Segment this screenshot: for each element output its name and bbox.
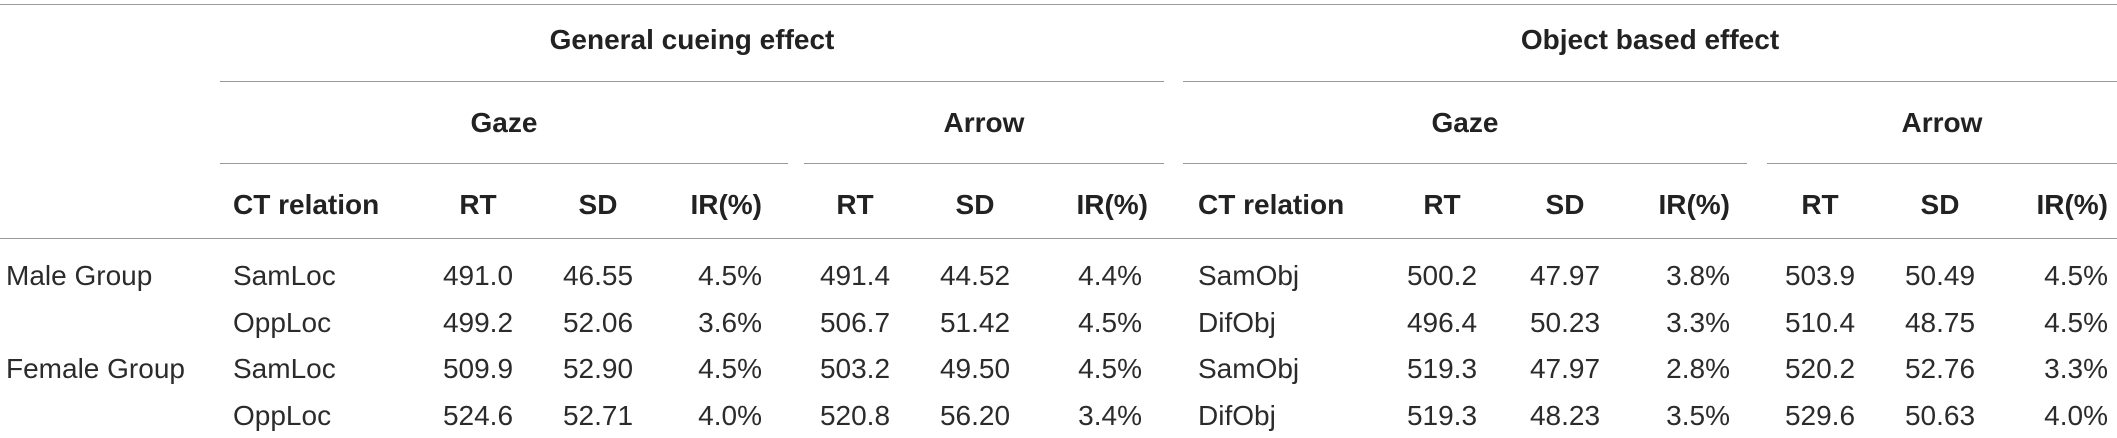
cell-ir: 3.8% xyxy=(1666,260,1730,291)
col-ir-general-gaze: IR(%) xyxy=(690,189,762,220)
cell-ir: 3.3% xyxy=(1666,307,1730,338)
cell-rt: 499.2 xyxy=(442,307,514,338)
cell-sd: 56.20 xyxy=(939,400,1011,431)
cell-ct-relation: DifObj xyxy=(1198,400,1276,431)
cell-rt: 503.9 xyxy=(1784,260,1856,291)
row-group-label: Male Group xyxy=(6,260,153,291)
general-gaze-header: Gaze xyxy=(470,107,538,138)
cell-rt: 524.6 xyxy=(442,400,514,431)
cell-sd: 52.90 xyxy=(562,353,634,384)
cell-ct-relation: SamLoc xyxy=(233,260,336,291)
top-rule xyxy=(0,4,2117,5)
object-group-rule xyxy=(1183,81,2117,82)
cell-rt: 509.9 xyxy=(442,353,514,384)
general-gaze-rule xyxy=(220,163,788,164)
object-based-header: Object based effect xyxy=(1520,24,1780,55)
cell-ct-relation: SamObj xyxy=(1198,353,1300,384)
cell-ir: 3.6% xyxy=(698,307,762,338)
cell-ir: 4.5% xyxy=(2044,307,2108,338)
col-ir-object-arrow: IR(%) xyxy=(2036,189,2108,220)
cell-sd: 52.76 xyxy=(1904,353,1976,384)
cell-ir: 4.5% xyxy=(698,353,762,384)
col-ct-relation-general: CT relation xyxy=(233,189,380,220)
col-sd-object-gaze: SD xyxy=(1545,189,1585,220)
col-ct-relation-object: CT relation xyxy=(1198,189,1345,220)
cell-sd: 44.52 xyxy=(939,260,1011,291)
cell-ir: 3.4% xyxy=(1078,400,1142,431)
cell-sd: 47.97 xyxy=(1529,353,1601,384)
cell-ir: 2.8% xyxy=(1666,353,1730,384)
cell-sd: 49.50 xyxy=(939,353,1011,384)
cell-sd: 52.06 xyxy=(562,307,634,338)
col-rt-general-gaze: RT xyxy=(459,189,497,220)
cell-ct-relation: SamObj xyxy=(1198,260,1300,291)
cell-rt: 519.3 xyxy=(1406,353,1478,384)
cell-ir: 4.5% xyxy=(698,260,762,291)
general-group-rule xyxy=(220,81,1164,82)
cell-rt: 491.4 xyxy=(819,260,891,291)
cell-ir: 4.5% xyxy=(2044,260,2108,291)
col-sd-object-arrow: SD xyxy=(1920,189,1960,220)
cell-rt: 529.6 xyxy=(1784,400,1856,431)
cell-rt: 510.4 xyxy=(1784,307,1856,338)
cell-ct-relation: DifObj xyxy=(1198,307,1276,338)
cell-sd: 48.75 xyxy=(1904,307,1976,338)
row-group-label: Female Group xyxy=(6,353,185,384)
cell-ir: 4.4% xyxy=(1078,260,1142,291)
cell-sd: 46.55 xyxy=(562,260,634,291)
general-arrow-header: Arrow xyxy=(943,107,1025,138)
header-bottom-rule xyxy=(0,238,2117,239)
cell-ir: 4.0% xyxy=(698,400,762,431)
cell-sd: 51.42 xyxy=(939,307,1011,338)
cell-ir: 3.5% xyxy=(1666,400,1730,431)
cell-rt: 500.2 xyxy=(1406,260,1478,291)
general-arrow-rule xyxy=(804,163,1164,164)
cell-sd: 48.23 xyxy=(1529,400,1601,431)
cell-sd: 47.97 xyxy=(1529,260,1601,291)
cell-ct-relation: OppLoc xyxy=(233,307,332,338)
cell-rt: 503.2 xyxy=(819,353,891,384)
cell-ir: 4.5% xyxy=(1078,307,1142,338)
cell-ir: 3.3% xyxy=(2044,353,2108,384)
object-arrow-rule xyxy=(1767,163,2117,164)
col-sd-general-gaze: SD xyxy=(578,189,618,220)
general-cueing-header: General cueing effect xyxy=(549,24,835,55)
cell-ct-relation: SamLoc xyxy=(233,353,336,384)
cell-rt: 520.2 xyxy=(1784,353,1856,384)
col-ir-general-arrow: IR(%) xyxy=(1076,189,1148,220)
col-rt-object-gaze: RT xyxy=(1423,189,1461,220)
cell-rt: 519.3 xyxy=(1406,400,1478,431)
object-gaze-header: Gaze xyxy=(1431,107,1499,138)
cell-ir: 4.0% xyxy=(2044,400,2108,431)
object-gaze-rule xyxy=(1183,163,1747,164)
object-arrow-header: Arrow xyxy=(1901,107,1983,138)
cell-ir: 4.5% xyxy=(1078,353,1142,384)
cell-ct-relation: OppLoc xyxy=(233,400,332,431)
cell-rt: 506.7 xyxy=(819,307,891,338)
col-ir-object-gaze: IR(%) xyxy=(1658,189,1730,220)
cell-sd: 50.63 xyxy=(1904,400,1976,431)
cell-rt: 496.4 xyxy=(1406,307,1478,338)
cell-rt: 491.0 xyxy=(442,260,514,291)
cell-sd: 52.71 xyxy=(562,400,634,431)
cell-sd: 50.23 xyxy=(1529,307,1601,338)
col-rt-general-arrow: RT xyxy=(836,189,874,220)
cell-sd: 50.49 xyxy=(1904,260,1976,291)
col-sd-general-arrow: SD xyxy=(955,189,995,220)
cell-rt: 520.8 xyxy=(819,400,891,431)
col-rt-object-arrow: RT xyxy=(1801,189,1839,220)
